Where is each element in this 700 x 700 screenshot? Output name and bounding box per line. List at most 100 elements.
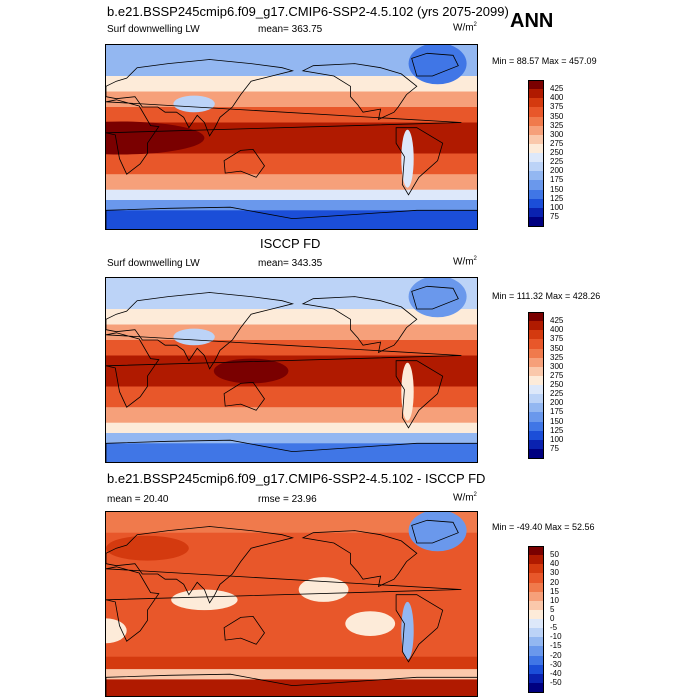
colorbar-swatch [528,448,544,459]
colorbar-tick-label: 20 [550,577,559,587]
coastline [301,530,418,588]
coastline [106,59,295,137]
latitude-band [106,386,477,408]
colorbar-swatch [528,573,544,583]
coastline [106,99,462,175]
colorbar-tick-label: 50 [550,550,559,560]
colorbar-tick-label: 125 [550,193,564,203]
panel1-map [105,44,478,230]
colorbar-swatch [528,189,544,200]
coastline [106,526,295,604]
colorbar-swatch [528,134,544,145]
colorbar-swatch [528,216,544,227]
colorbar-tick-label: 10 [550,595,559,605]
colorbar-tick-label: 125 [550,425,564,435]
colorbar-tick-label: 400 [550,325,564,335]
colorbar-tick-label: 425 [550,316,564,326]
colorbar-swatch [528,153,544,163]
colorbar-tick-label: 300 [550,129,564,139]
colorbar-tick-label: -30 [550,659,562,669]
colorbar-tick-label: 400 [550,93,564,103]
latitude-band [106,407,477,424]
colorbar-swatch [528,564,544,574]
colorbar-swatch [528,339,544,349]
latitude-band [106,153,477,175]
colorbar-swatch [528,412,544,422]
colorbar-swatch [528,655,544,666]
colorbar-swatch [528,116,544,127]
colorbar-swatch [528,555,544,565]
colorbar-tick-label: 300 [550,361,564,371]
colorbar-tick-label: -40 [550,668,562,678]
colorbar-swatch [528,180,544,190]
colorbar-swatch [528,609,544,620]
coastline [106,292,295,370]
colorbar-swatch [528,637,544,647]
coastline [106,673,477,696]
coastline [223,148,265,178]
colorbar-swatch [528,375,544,386]
latitude-band [106,679,477,696]
coastline [395,127,444,196]
colorbar-swatch [528,330,544,340]
colorbar-swatch [528,600,544,611]
panel2-variable: Surf downwelling LW [107,258,200,269]
colorbar-tick-label: 325 [550,120,564,130]
field-anomaly [173,328,215,346]
colorbar-swatch [528,628,544,638]
coastline [395,594,444,663]
colorbar-tick-label: -15 [550,641,562,651]
field-anomaly [401,601,414,660]
latitude-band [106,433,477,444]
field-anomaly [106,535,189,561]
coastline [301,63,418,121]
latitude-band [106,558,477,658]
colorbar-swatch [528,430,544,441]
latitude-band [106,174,477,191]
panel2-map [105,277,478,463]
colorbar-swatch [528,394,544,404]
colorbar-tick-label: 100 [550,434,564,444]
colorbar-swatch [528,80,544,90]
colorbar-swatch [528,421,544,432]
colorbar-swatch [528,403,544,413]
panel3-units: W/m2 [453,492,477,504]
colorbar-swatch [528,439,544,450]
colorbar-tick-label: 200 [550,398,564,408]
colorbar-swatch [528,143,544,154]
field-anomaly [401,362,414,421]
colorbar-swatch [528,321,544,331]
colorbar-swatch [528,646,544,656]
colorbar-swatch [528,619,544,629]
map-field [106,278,477,462]
field-anomaly [345,611,396,636]
colorbar-tick-label: 175 [550,407,564,417]
coastline [395,360,444,429]
colorbar-tick-label: 225 [550,157,564,167]
colorbar-tick-label: 150 [550,184,564,194]
colorbar-tick-label: 15 [550,586,559,596]
colorbar-tick-label: 325 [550,352,564,362]
colorbar-tick-label: 250 [550,148,564,157]
colorbar-tick-label: -5 [550,623,558,633]
coastline [411,52,459,77]
field-anomaly [401,129,414,188]
colorbar-swatch [528,125,544,136]
colorbar-tick-label: 375 [550,334,564,344]
colorbar-swatch [528,582,544,593]
colorbar-tick-label: 75 [550,443,559,453]
colorbar-swatch [528,366,544,377]
panel2-colorbar: 425 400 375 350 325 300 275 250 225 200 175 150 125 1… [528,312,588,459]
colorbar-tick-label: 350 [550,111,564,121]
latitude-band [106,200,477,211]
colorbar-swatch [528,385,544,395]
coastline [106,332,462,408]
colorbar-tick-label: -20 [550,650,562,660]
colorbar-swatch [528,591,544,602]
panel3-map [105,511,478,697]
field-anomaly [213,358,289,384]
field-anomaly [171,589,238,611]
colorbar-tick-label: 225 [550,389,564,399]
colorbar-swatch [528,682,544,693]
colorbar-swatch [528,89,544,99]
